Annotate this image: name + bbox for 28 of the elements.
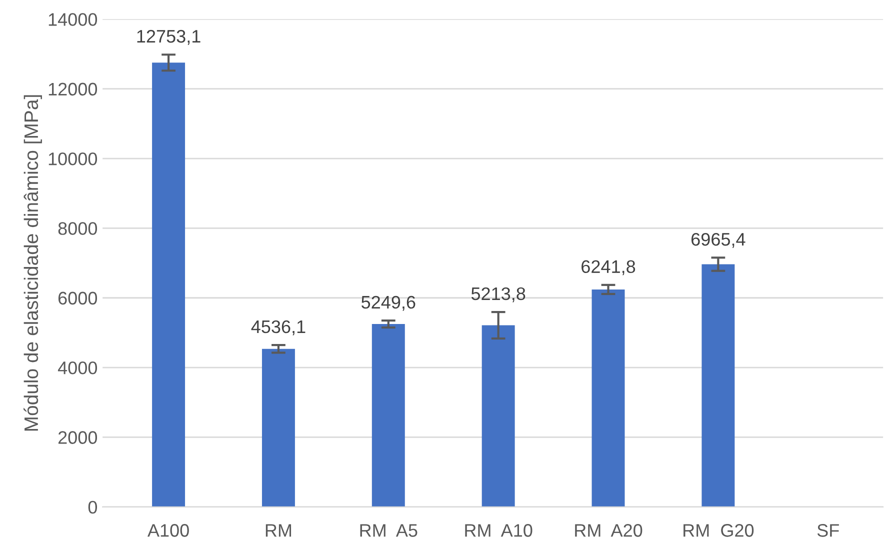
y-tick-label: 14000 bbox=[48, 13, 98, 26]
x-tick-label: RM A20 bbox=[575, 524, 642, 537]
x-tick-label: RM A5 bbox=[360, 524, 418, 537]
y-tick-label: 8000 bbox=[58, 222, 98, 235]
y-tick-label: 2000 bbox=[58, 431, 98, 444]
data-label: 4536,1 bbox=[251, 320, 306, 336]
x-tick-label: RM G20 bbox=[684, 524, 754, 537]
bar bbox=[482, 325, 515, 507]
bar bbox=[592, 289, 625, 507]
data-label: 5249,6 bbox=[362, 296, 416, 311]
bar bbox=[152, 62, 186, 507]
y-tick-label: 6000 bbox=[58, 292, 98, 305]
x-tick-label: RM bbox=[266, 524, 292, 537]
data-label: 12753,1 bbox=[137, 30, 200, 45]
y-tick-label: 0 bbox=[88, 500, 98, 514]
bar bbox=[372, 324, 405, 507]
x-tick-label: RM A10 bbox=[465, 524, 532, 537]
bar bbox=[702, 264, 735, 507]
data-label: 6965,4 bbox=[691, 232, 746, 248]
data-label: 6241,8 bbox=[582, 260, 636, 276]
bar bbox=[262, 348, 295, 507]
y-tick-label: 12000 bbox=[48, 82, 98, 96]
x-tick-label: A100 bbox=[147, 524, 189, 537]
x-tick-label: SF bbox=[817, 524, 839, 537]
y-tick-label: 4000 bbox=[58, 361, 98, 374]
y-axis-title: Módulo de elasticidade dinâmico [MPa] bbox=[24, 95, 42, 431]
data-label: 5213,8 bbox=[471, 287, 526, 302]
y-tick-label: 10000 bbox=[48, 152, 98, 166]
